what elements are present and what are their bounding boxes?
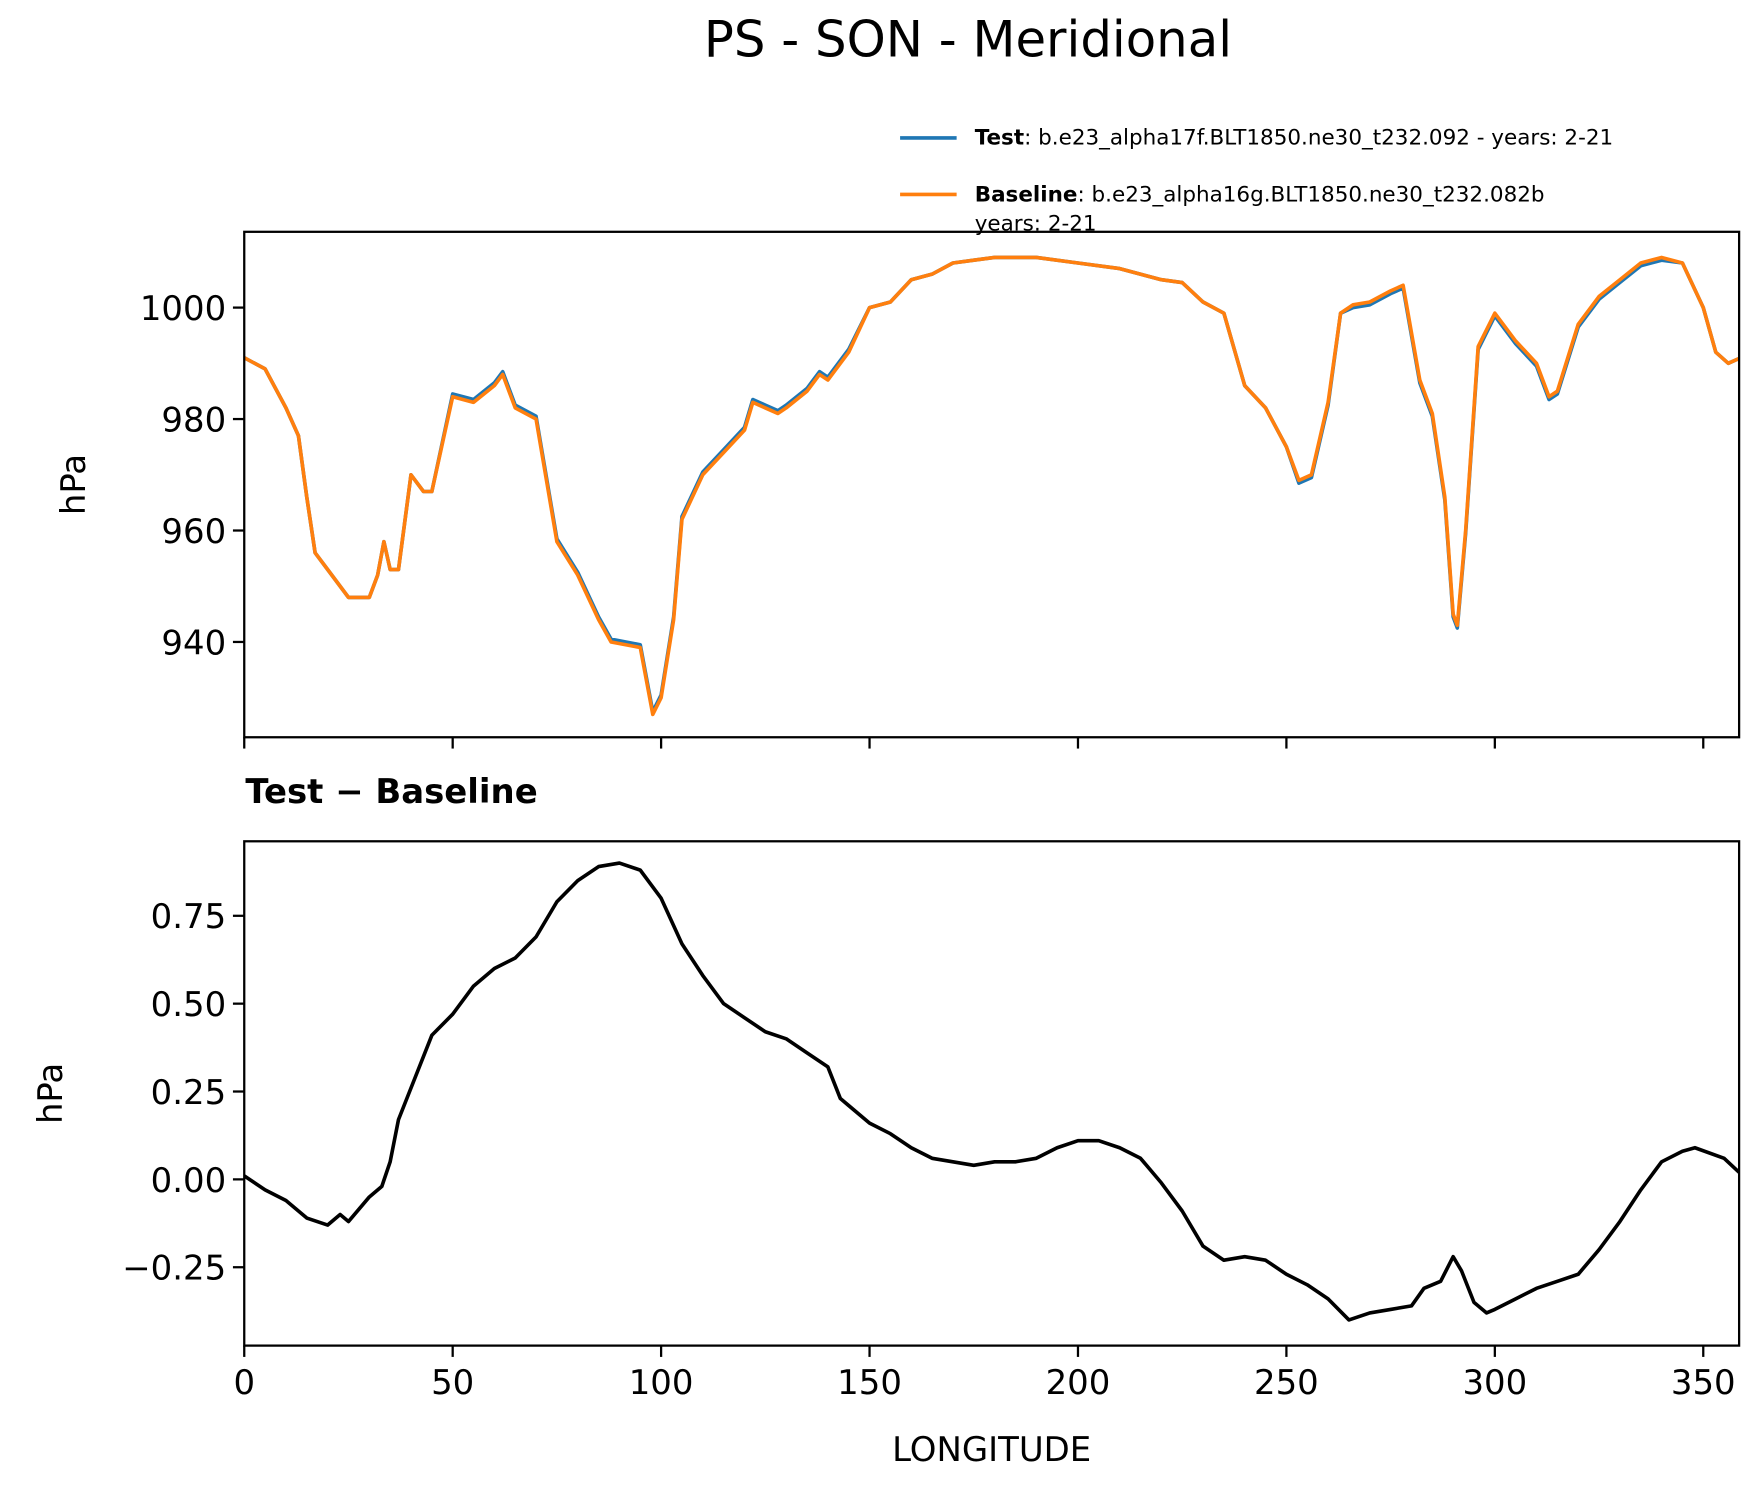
x-tick-label: 50	[431, 1363, 474, 1402]
y-axis-label: hPa	[31, 1063, 70, 1124]
data-line	[244, 255, 1740, 714]
x-tick-label: 200	[1046, 1363, 1111, 1402]
y-tick-label: 940	[161, 623, 226, 662]
x-tick-label: 250	[1254, 1363, 1319, 1402]
x-axis-label: LONGITUDE	[892, 1430, 1091, 1469]
y-tick-label: 0.50	[151, 985, 227, 1024]
legend-name: Baseline	[975, 182, 1078, 207]
y-tick-label: −0.25	[122, 1249, 226, 1288]
y-tick-label: 960	[161, 512, 226, 551]
y-tick-label: 0.75	[151, 897, 227, 936]
x-tick-label: 100	[629, 1363, 694, 1402]
data-line	[244, 255, 1740, 717]
y-axis-label: hPa	[54, 454, 93, 515]
x-tick-label: 300	[1462, 1363, 1527, 1402]
x-tick-label: 150	[837, 1363, 902, 1402]
axes-frame	[243, 230, 1741, 739]
x-tick-label: 0	[233, 1363, 255, 1402]
y-tick-label: 1000	[140, 289, 226, 328]
y-tick-label: 0.00	[151, 1161, 227, 1200]
y-tick-label: 980	[161, 400, 226, 439]
legend-name: Test	[975, 126, 1024, 151]
axes-frame	[243, 840, 1741, 1347]
chart-title: PS - SON - Meridional	[704, 11, 1232, 69]
panel-title: Test − Baseline	[245, 772, 537, 811]
legend-label: Test: b.e23_alpha17f.BLT1850.ne30_t232.0…	[975, 126, 1613, 151]
x-tick-label: 350	[1671, 1363, 1736, 1402]
data-line	[244, 861, 1740, 1322]
legend-text: : b.e23_alpha16g.BLT1850.ne30_t232.082b	[1077, 182, 1544, 207]
y-tick-label: 0.25	[151, 1073, 227, 1112]
legend-label: Baseline: b.e23_alpha16g.BLT1850.ne30_t2…	[975, 182, 1545, 207]
legend-text: : b.e23_alpha17f.BLT1850.ne30_t232.092 -…	[1024, 126, 1613, 151]
